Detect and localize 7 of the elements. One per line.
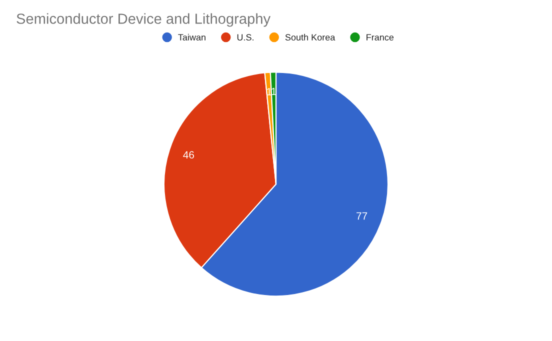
legend-label: Taiwan xyxy=(178,34,206,41)
data-label: 77 xyxy=(356,212,368,220)
data-label: 46 xyxy=(183,151,194,159)
legend-label: South Korea xyxy=(285,34,336,41)
legend-label: U.S. xyxy=(237,34,254,41)
chart-title: Semiconductor Device and Lithography xyxy=(16,13,271,27)
legend-label: France xyxy=(366,34,394,41)
